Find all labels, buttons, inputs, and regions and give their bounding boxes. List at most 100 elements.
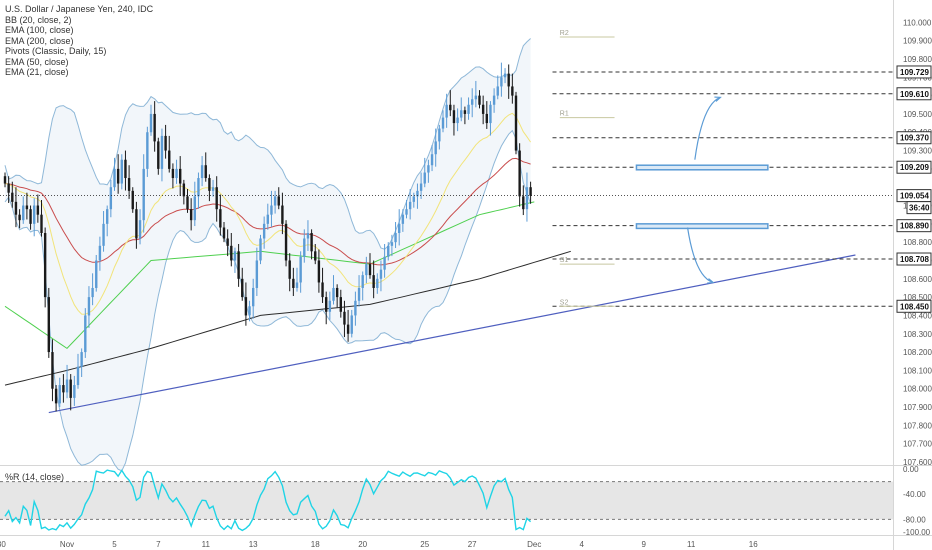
oscillator-label: %R (14, close) bbox=[5, 472, 65, 482]
candle-body bbox=[474, 95, 478, 100]
candle-body bbox=[219, 209, 222, 228]
candle-body bbox=[237, 251, 240, 279]
candle-body bbox=[62, 385, 65, 393]
candle-body bbox=[43, 233, 47, 298]
candle-body bbox=[215, 187, 218, 210]
candle-body bbox=[456, 117, 459, 124]
candle-body bbox=[7, 183, 10, 193]
price-tick-label: 108.500 bbox=[903, 293, 932, 302]
chart-legend: U.S. Dollar / Japanese Yen, 240, IDC BB … bbox=[5, 4, 153, 78]
candle-body bbox=[36, 205, 40, 215]
candle-body bbox=[230, 245, 233, 261]
candle-body bbox=[419, 183, 423, 191]
candle-body bbox=[292, 278, 295, 288]
candle-body bbox=[51, 352, 54, 389]
indicator-label: EMA (21, close) bbox=[5, 67, 69, 77]
candle-body bbox=[208, 178, 211, 191]
candle-body bbox=[339, 297, 342, 312]
candle-body bbox=[401, 214, 405, 224]
wr-band-fill bbox=[0, 481, 893, 520]
time-tick-label: 9 bbox=[642, 540, 647, 549]
williams-r-line bbox=[4, 469, 532, 532]
candle-body bbox=[168, 150, 171, 169]
price-tag-box bbox=[896, 131, 932, 145]
candle-body bbox=[434, 141, 437, 155]
candle-body bbox=[514, 95, 518, 151]
candle-body bbox=[295, 282, 299, 288]
candle-body bbox=[146, 132, 149, 169]
candle-body bbox=[135, 209, 138, 239]
candle-body bbox=[241, 278, 244, 298]
candle-body bbox=[270, 205, 273, 215]
highlight-zone bbox=[635, 164, 769, 171]
candle-body bbox=[467, 104, 470, 114]
candle-body bbox=[394, 233, 397, 243]
arrow-head bbox=[707, 278, 715, 284]
candle-body bbox=[120, 159, 123, 184]
price-tag-box bbox=[896, 87, 932, 101]
candle-body bbox=[109, 187, 113, 210]
candle-body bbox=[328, 300, 332, 312]
price-tick-label: 109.800 bbox=[903, 55, 932, 64]
candle-body bbox=[197, 178, 200, 197]
indicator-label: EMA (100, close) bbox=[5, 25, 74, 35]
price-tick-label: 107.900 bbox=[903, 403, 932, 412]
candle-body bbox=[33, 205, 36, 224]
candle-body bbox=[398, 223, 401, 233]
candle-body bbox=[259, 238, 262, 261]
bollinger-lower-band bbox=[4, 129, 532, 472]
candle-body bbox=[354, 300, 357, 316]
price-tag-label: 109.370 bbox=[900, 134, 929, 143]
chart-title: U.S. Dollar / Japanese Yen, 240, IDC bbox=[5, 4, 154, 14]
candle-body bbox=[76, 366, 80, 386]
candle-body bbox=[408, 201, 412, 210]
price-tag-box bbox=[896, 65, 932, 79]
candle-body bbox=[387, 245, 390, 257]
indicator-label: EMA (200, close) bbox=[5, 35, 74, 46]
candle-body bbox=[492, 95, 496, 105]
candle-body bbox=[346, 324, 350, 334]
price-tag-box bbox=[896, 252, 932, 266]
price-tag-label: 108.450 bbox=[900, 302, 929, 311]
time-tick-label: 27 bbox=[468, 540, 477, 549]
price-tag-label: 109.729 bbox=[900, 68, 929, 77]
price-tick-label: 108.300 bbox=[903, 330, 932, 339]
price-tick-label: 109.300 bbox=[903, 147, 932, 156]
candle-body bbox=[372, 275, 375, 288]
candle-body bbox=[171, 168, 175, 179]
candle-body bbox=[175, 168, 178, 179]
time-tick-label: 16 bbox=[749, 540, 758, 549]
candle-body bbox=[131, 190, 134, 210]
candle-body bbox=[127, 178, 131, 191]
candle-body bbox=[54, 388, 58, 404]
candle-body bbox=[138, 220, 142, 239]
oscillator-tick-label: -80.00 bbox=[903, 515, 926, 524]
candle-body bbox=[350, 315, 353, 334]
candle-body bbox=[489, 104, 492, 124]
candle-body bbox=[383, 256, 386, 270]
candle-body bbox=[142, 168, 145, 221]
time-tick-label: Dec bbox=[527, 540, 541, 549]
candle-body bbox=[189, 209, 193, 221]
indicator-label: EMA (50, close) bbox=[5, 56, 69, 67]
candle-body bbox=[266, 214, 269, 224]
price-tag-label: 108.890 bbox=[900, 222, 929, 231]
candle-body bbox=[149, 113, 153, 133]
price-tick-label: 109.500 bbox=[903, 110, 932, 119]
candle-body bbox=[277, 196, 280, 206]
candle-body bbox=[376, 278, 379, 288]
candle-body bbox=[73, 385, 76, 398]
price-tag-label: 109.209 bbox=[900, 163, 929, 172]
time-tick-label: 5 bbox=[112, 540, 117, 549]
candle-body bbox=[445, 104, 448, 118]
candle-body bbox=[452, 110, 456, 124]
price-tick-label: 107.600 bbox=[903, 458, 932, 467]
pivot-label: R2 bbox=[560, 30, 569, 37]
price-tick-label: 108.200 bbox=[903, 348, 932, 357]
candle-body bbox=[252, 287, 255, 307]
time-tick-label: 11 bbox=[687, 540, 696, 549]
candle-body bbox=[478, 95, 481, 105]
candle-body bbox=[357, 287, 361, 301]
candle-body bbox=[226, 238, 229, 246]
